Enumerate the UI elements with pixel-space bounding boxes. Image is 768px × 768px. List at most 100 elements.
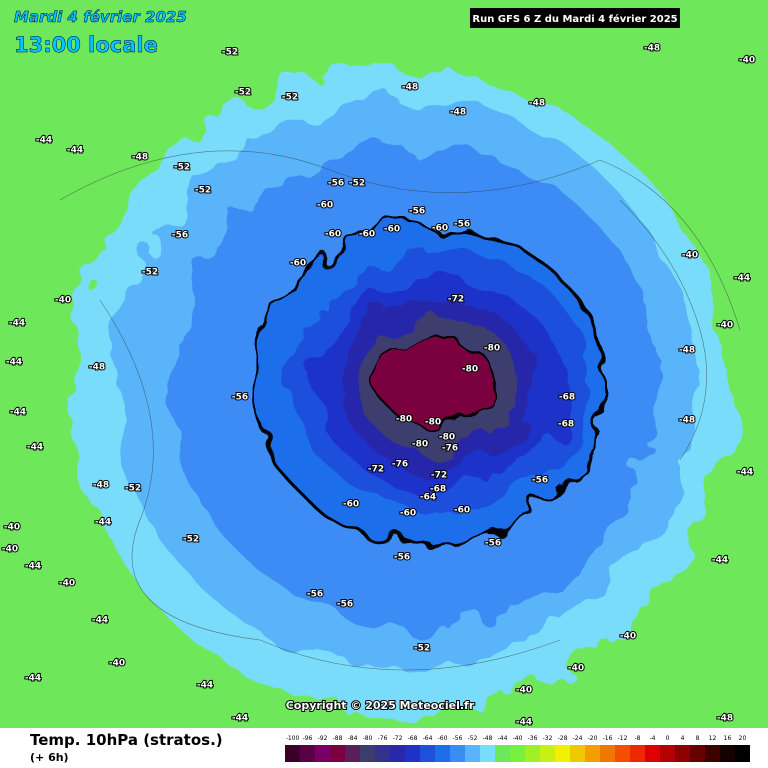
legend-label: -4 xyxy=(650,735,656,742)
map-label: -44 xyxy=(25,674,41,684)
map-label: -48 xyxy=(402,83,418,93)
map-label: -40 xyxy=(4,523,20,533)
map-label: -44 xyxy=(92,616,108,626)
map-label: -56 xyxy=(328,179,344,189)
map-label: -52 xyxy=(414,644,430,654)
map-label: -52 xyxy=(142,268,158,278)
legend-label: -12 xyxy=(618,735,628,742)
legend-swatch xyxy=(675,745,690,762)
coastlines xyxy=(59,150,741,671)
map-label: -44 xyxy=(67,146,83,156)
legend-label: -68 xyxy=(408,735,418,742)
map-label: -60 xyxy=(343,500,359,510)
map-label: -44 xyxy=(734,274,750,284)
legend-label: -96 xyxy=(303,735,313,742)
legend-swatch xyxy=(465,745,480,762)
map-label: -72 xyxy=(448,295,464,305)
run-box xyxy=(470,8,680,28)
map-label: -60 xyxy=(432,224,448,234)
map-label: -56 xyxy=(454,220,470,230)
copyright: Copyright © 2025 Meteociel.fr xyxy=(286,699,475,712)
map-label: -60 xyxy=(359,230,375,240)
legend-swatch xyxy=(420,745,435,762)
legend-swatch xyxy=(525,745,540,762)
legend-swatch xyxy=(585,745,600,762)
map-label: -72 xyxy=(368,465,384,475)
run: Run GFS 6 Z du Mardi 4 février 2025 xyxy=(472,13,677,25)
map-label: -48 xyxy=(450,108,466,118)
map-label: -68 xyxy=(430,485,446,495)
legend-label: -88 xyxy=(333,735,343,742)
map-label: -40 xyxy=(109,659,125,669)
legend-label: -60 xyxy=(438,735,448,742)
map xyxy=(0,0,768,728)
map-label: -76 xyxy=(392,460,408,470)
legend-swatch xyxy=(570,745,585,762)
legend-swatch xyxy=(510,745,525,762)
map-label: -52 xyxy=(195,186,211,196)
map-label: -48 xyxy=(679,346,695,356)
map-label: -80 xyxy=(425,418,441,428)
legend-label: 20 xyxy=(739,735,747,742)
map-label: -72 xyxy=(431,471,447,481)
map-label: -48 xyxy=(132,153,148,163)
legend-label: -100 xyxy=(286,735,300,742)
map-label: -80 xyxy=(396,415,412,425)
legend-label: -44 xyxy=(498,735,508,742)
map-label: -48 xyxy=(89,363,105,373)
legend-swatch xyxy=(345,745,360,762)
legend-swatch xyxy=(360,745,375,762)
legend-swatch xyxy=(390,745,405,762)
footer-lead: (+ 6h) xyxy=(30,751,69,764)
map-label: -44 xyxy=(27,443,43,453)
legend-label: 8 xyxy=(696,735,700,742)
map-label: -40 xyxy=(739,56,755,66)
map-label: -60 xyxy=(400,509,416,519)
legend-label: 0 xyxy=(666,735,670,742)
legend-label: 4 xyxy=(681,735,685,742)
map-label: -60 xyxy=(454,506,470,516)
legend-label: -64 xyxy=(423,735,433,742)
map-label: -44 xyxy=(197,681,213,691)
legend-swatch xyxy=(405,745,420,762)
legend-label: -16 xyxy=(603,735,613,742)
map-label: -52 xyxy=(174,163,190,173)
legend-label: -56 xyxy=(453,735,463,742)
map-label: -80 xyxy=(412,440,428,450)
legend-label: -20 xyxy=(588,735,598,742)
map-label: -44 xyxy=(737,468,753,478)
map-label: -52 xyxy=(349,179,365,189)
map-label: -52 xyxy=(125,484,141,494)
map-label: -76 xyxy=(442,444,458,454)
map-label: -80 xyxy=(462,365,478,375)
map-label: -44 xyxy=(6,358,22,368)
legend-swatch xyxy=(300,745,315,762)
map-label: -40 xyxy=(717,321,733,331)
map-label: -40 xyxy=(55,296,71,306)
map-label: -40 xyxy=(682,251,698,261)
legend-swatch xyxy=(735,745,750,762)
legend-swatch xyxy=(435,745,450,762)
map-label: -40 xyxy=(620,632,636,642)
map-label: -56 xyxy=(337,600,353,610)
map-label: -48 xyxy=(529,99,545,109)
map-label: -56 xyxy=(307,590,323,600)
legend-label: -24 xyxy=(573,735,583,742)
legend-swatch xyxy=(330,745,345,762)
legend-label: -36 xyxy=(528,735,538,742)
legend-label: -28 xyxy=(558,735,568,742)
legend-swatch xyxy=(645,745,660,762)
map-label: -56 xyxy=(172,231,188,241)
legend-swatch xyxy=(600,745,615,762)
map-label: -68 xyxy=(558,420,574,430)
legend-swatch xyxy=(540,745,555,762)
legend-swatch xyxy=(450,745,465,762)
map-label: -44 xyxy=(25,562,41,572)
legend-swatch xyxy=(615,745,630,762)
map-label: -56 xyxy=(532,476,548,486)
map-label: -52 xyxy=(235,88,251,98)
map-label: -40 xyxy=(568,664,584,674)
legend-label: -72 xyxy=(393,735,403,742)
legend-label: -92 xyxy=(318,735,328,742)
